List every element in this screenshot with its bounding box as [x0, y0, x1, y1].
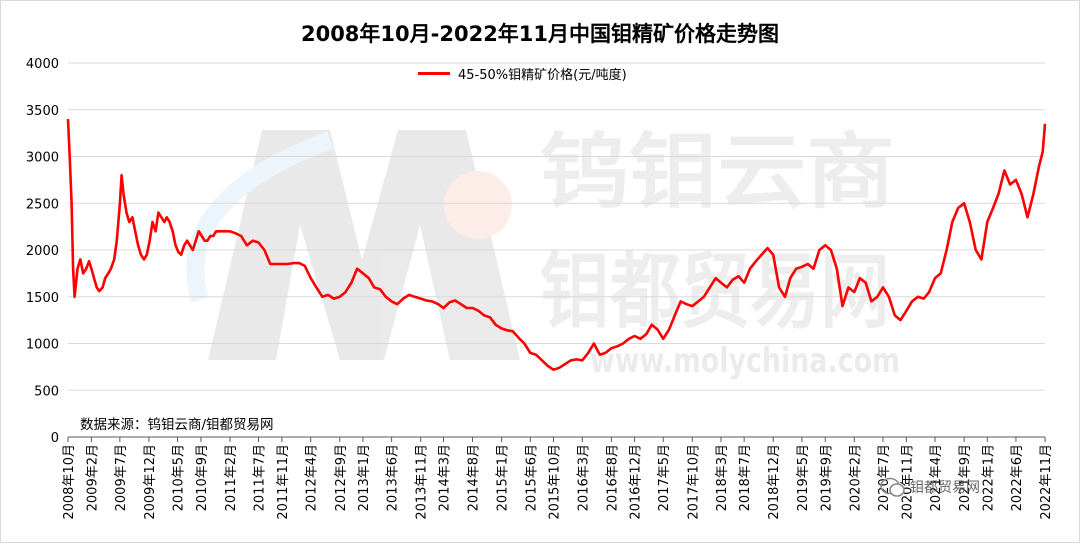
y-tick-label: 3500 — [26, 104, 59, 119]
x-tick-label: 2014年8月 — [467, 444, 482, 511]
x-tick-label: 2016年12月 — [629, 444, 644, 520]
watermark-url: www.molychina.com — [590, 341, 900, 381]
x-tick-label: 2020年7月 — [877, 444, 892, 511]
x-tick-label: 2013年6月 — [386, 444, 401, 511]
y-tick-label: 4000 — [26, 57, 59, 72]
y-axis-ticks: 0 500 1000 1500 2000 2500 3000 3500 4000 — [26, 57, 59, 446]
x-tick-label: 2009年2月 — [85, 444, 100, 511]
wechat-icon — [880, 477, 905, 497]
y-tick-label: 500 — [34, 384, 59, 399]
x-tick-label: 2010年5月 — [172, 444, 187, 511]
watermark-line2: 钼都贸易网 — [540, 245, 890, 340]
x-tick-label: 2017年5月 — [657, 444, 672, 511]
x-tick-label: 2020年11月 — [900, 444, 915, 520]
x-tick-label: 2018年12月 — [767, 444, 782, 520]
series-layer — [66, 119, 1047, 371]
y-tick-label: 3000 — [26, 151, 59, 166]
x-tick-label: 2010年9月 — [195, 444, 210, 511]
x-tick-label: 2019年5月 — [796, 444, 811, 511]
x-tick-label: 2013年11月 — [415, 444, 430, 520]
x-tick-label: 2020年2月 — [848, 444, 863, 511]
x-tick-label: 2018年7月 — [738, 444, 753, 511]
x-tick-label: 2022年6月 — [1010, 444, 1025, 511]
series-line — [66, 119, 1047, 371]
x-tick-label: 2021年9月 — [958, 444, 973, 511]
x-tick-label: 2015年1月 — [496, 444, 511, 511]
y-tick-label: 0 — [51, 431, 59, 446]
x-tick-label: 2014年3月 — [437, 444, 452, 511]
x-tick-label: 2009年12月 — [143, 444, 158, 520]
legend: 45-50%钼精矿价格(元/吨度) — [418, 64, 627, 83]
legend-swatch — [418, 71, 450, 75]
x-tick-label: 2012年9月 — [334, 444, 349, 511]
x-tick-label: 2011年2月 — [224, 444, 239, 511]
x-tick-label: 2017年10月 — [686, 444, 701, 520]
x-tick-label: 2011年7月 — [252, 444, 267, 511]
chart-title: 2008年10月-2022年11月中国钼精矿价格走势图 — [300, 22, 780, 46]
x-tick-label: 2016年3月 — [576, 444, 591, 511]
x-tick-label: 2012年4月 — [305, 444, 320, 511]
y-tick-label: 1500 — [26, 291, 59, 306]
x-tick-label: 2022年1月 — [981, 444, 996, 511]
x-tick-label: 2013年1月 — [357, 444, 372, 511]
x-tick-label: 2015年6月 — [524, 444, 539, 511]
x-tick-label: 2008年10月 — [62, 444, 77, 520]
wechat-label: 钼都贸易网 — [910, 480, 980, 496]
y-tick-label: 2000 — [26, 244, 59, 259]
source-note: 数据来源：钨钼云商/钼都贸易网 — [80, 417, 274, 433]
wechat-watermark: 钼都贸易网 — [880, 476, 980, 498]
x-tick-label: 2016年8月 — [605, 444, 620, 511]
watermark-line1: 钨钼云商 — [540, 125, 895, 220]
x-tick-label: 2018年3月 — [715, 444, 730, 511]
x-tick-label: 2021年4月 — [929, 444, 944, 511]
x-tick-label: 2022年11月 — [1039, 444, 1054, 520]
x-axis-ticks: 2008年10月 2009年2月 2009年7月 2009年12月 2010年5月 201… — [62, 437, 1054, 520]
y-tick-label: 2500 — [26, 197, 59, 212]
x-tick-label: 2019年9月 — [819, 444, 834, 511]
legend-label: 45-50%钼精矿价格(元/吨度) — [458, 67, 627, 83]
x-tick-label: 2009年7月 — [114, 444, 129, 511]
grid-lines — [68, 62, 1045, 391]
x-tick-label: 2011年11月 — [276, 444, 291, 520]
x-tick-label: 2015年10月 — [547, 444, 562, 520]
y-tick-label: 1000 — [26, 338, 59, 353]
